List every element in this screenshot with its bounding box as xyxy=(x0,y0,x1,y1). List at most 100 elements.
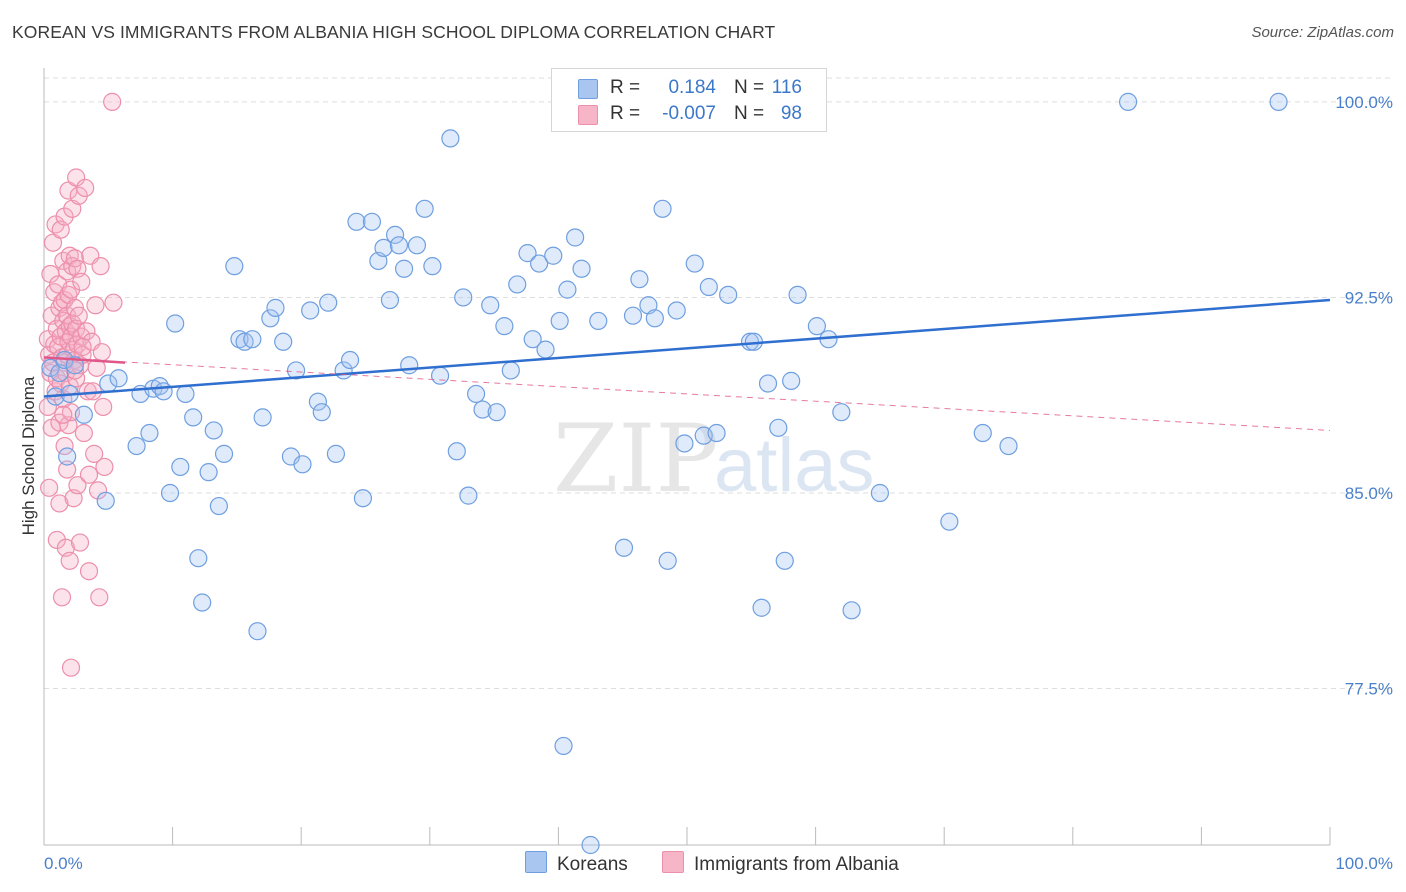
korean-point xyxy=(842,601,861,620)
watermark-atlas: atlas xyxy=(714,423,875,508)
korean-point xyxy=(184,408,203,427)
albania-point xyxy=(73,337,92,357)
legend-r-value: -0.007 xyxy=(662,103,716,124)
korean-point xyxy=(423,257,442,276)
korean-point xyxy=(308,392,328,411)
korean-point xyxy=(999,436,1018,456)
korean-point xyxy=(394,259,414,278)
korean-point xyxy=(807,317,826,336)
albania-point xyxy=(103,92,122,111)
albania-point xyxy=(78,382,97,401)
korean-point xyxy=(353,489,373,508)
korean-point xyxy=(466,384,486,404)
korean-point xyxy=(109,369,128,388)
korean-point xyxy=(685,254,704,273)
korean-point xyxy=(775,551,794,570)
albania-point xyxy=(58,460,77,479)
korean-point xyxy=(782,371,801,390)
korean-point xyxy=(614,538,634,557)
albania-point xyxy=(61,658,81,677)
albania-point xyxy=(94,397,113,417)
albania-point xyxy=(86,296,105,315)
legend-swatch-albania xyxy=(578,105,598,125)
albania-point xyxy=(74,423,93,443)
korean-point xyxy=(362,212,382,231)
albania-point xyxy=(70,533,90,552)
korean-point xyxy=(209,496,228,516)
korean-point xyxy=(501,361,520,380)
korean-point xyxy=(248,622,267,641)
korean-point xyxy=(347,212,366,231)
korean-point xyxy=(199,463,218,482)
tick-labels: 77.5% 85.0% 92.5% 100.0% 0.0% 100.0% High Scho… xyxy=(19,93,1393,873)
bottom-legend-albania: Immigrants from Albania xyxy=(662,851,899,876)
albania-point xyxy=(91,257,110,276)
korean-point xyxy=(96,491,115,510)
korean-point xyxy=(658,551,677,570)
korean-point xyxy=(230,330,249,349)
korean-point xyxy=(566,228,585,247)
x-tick-label: 0.0% xyxy=(44,854,83,873)
korean-point xyxy=(518,244,537,263)
korean-point xyxy=(558,280,577,299)
legend-n-label: N = xyxy=(734,103,765,124)
korean-point xyxy=(536,340,555,359)
korean-point xyxy=(1269,92,1288,111)
korean-point xyxy=(340,350,360,370)
korean-point xyxy=(788,285,807,304)
korean-point xyxy=(653,199,672,218)
albania-point xyxy=(69,306,88,325)
korean-point xyxy=(274,332,293,351)
korean-point xyxy=(719,285,738,304)
korean-point xyxy=(326,444,346,463)
legend-n-label: N = xyxy=(734,77,765,98)
korean-point xyxy=(508,275,527,294)
korean-point xyxy=(554,736,573,756)
trend-lines xyxy=(43,298,1331,431)
korean-point xyxy=(171,457,190,477)
albania-point xyxy=(65,249,84,268)
korean-point xyxy=(140,423,159,443)
korean-point xyxy=(550,311,569,331)
korean-point xyxy=(74,405,93,424)
albania-point xyxy=(95,457,114,477)
korean-point xyxy=(380,290,400,310)
korean-point xyxy=(293,455,312,474)
korean-point xyxy=(523,330,542,349)
korean-point xyxy=(385,225,405,244)
y-axis-title: High School Diploma xyxy=(19,376,38,535)
albania-point xyxy=(50,494,69,513)
bottom-legend-label: Immigrants from Albania xyxy=(694,854,899,875)
korean-point xyxy=(430,366,450,385)
korean-point xyxy=(940,512,959,531)
bottom-legend-label: Koreans xyxy=(557,854,628,875)
albania-point xyxy=(79,465,99,484)
korean-point xyxy=(645,309,664,328)
bottom-legend-swatch-albania xyxy=(662,851,684,873)
korean-point xyxy=(261,309,280,328)
korean-point xyxy=(707,423,726,443)
korean-point xyxy=(473,400,492,419)
legend-r-label: R = xyxy=(610,77,641,98)
y-tick-label: 85.0% xyxy=(1345,484,1393,503)
korean-point xyxy=(253,408,272,427)
albania-point xyxy=(72,272,91,291)
legend-r-label: R = xyxy=(610,103,641,124)
korean-point xyxy=(973,423,992,443)
korean-point xyxy=(286,361,306,380)
albania-point xyxy=(104,293,123,312)
watermark-zip: ZIP xyxy=(553,405,719,514)
korean-point xyxy=(572,259,591,278)
korean-point xyxy=(1118,92,1138,111)
x-tick-label: 100.0% xyxy=(1335,854,1393,873)
korean-point xyxy=(319,293,338,312)
albania-trend-solid xyxy=(43,356,126,364)
albania-point xyxy=(92,343,111,362)
gridlines xyxy=(44,77,1390,690)
korean-point xyxy=(160,483,180,503)
korean-point xyxy=(544,246,563,265)
chart-title: KOREAN VS IMMIGRANTS FROM ALBANIA HIGH S… xyxy=(12,22,776,42)
korean-point xyxy=(58,447,77,466)
korean-point xyxy=(374,238,393,258)
